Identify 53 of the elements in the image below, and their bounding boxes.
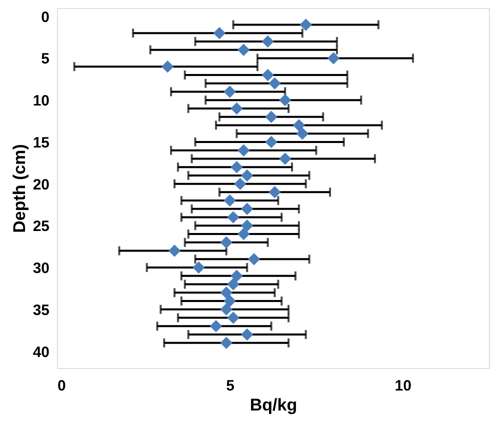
point bbox=[238, 44, 250, 56]
point bbox=[230, 102, 243, 115]
point bbox=[227, 312, 240, 324]
point bbox=[220, 286, 232, 299]
point bbox=[161, 60, 174, 73]
x-tick-label: 10 bbox=[394, 378, 412, 394]
point bbox=[265, 110, 278, 123]
y-tick-label: 15 bbox=[32, 134, 50, 152]
y-tick-label: 25 bbox=[32, 218, 50, 236]
point bbox=[238, 144, 250, 156]
y-tick-label: 30 bbox=[32, 260, 50, 278]
y-axis-title: Depth (cm) bbox=[10, 144, 29, 233]
point bbox=[220, 336, 232, 350]
point bbox=[227, 211, 240, 224]
y-tick-label: 5 bbox=[41, 50, 50, 68]
point bbox=[224, 194, 236, 207]
x-tick-label: 5 bbox=[226, 378, 234, 394]
point bbox=[227, 278, 240, 290]
y-tick-label: 40 bbox=[32, 344, 50, 361]
point bbox=[234, 178, 246, 190]
x-axis-title: Bq/kg bbox=[250, 396, 298, 414]
point bbox=[230, 160, 243, 174]
point bbox=[268, 77, 281, 90]
point bbox=[300, 18, 312, 31]
point bbox=[213, 26, 226, 40]
point bbox=[262, 35, 274, 48]
point bbox=[262, 68, 274, 82]
point bbox=[296, 127, 308, 140]
point bbox=[240, 169, 254, 182]
y-tick-label: 10 bbox=[32, 92, 50, 110]
point bbox=[210, 320, 222, 332]
point bbox=[278, 94, 292, 106]
point bbox=[220, 303, 232, 316]
point bbox=[168, 244, 181, 257]
point bbox=[327, 52, 340, 64]
point bbox=[240, 202, 254, 216]
point bbox=[238, 228, 250, 240]
point bbox=[240, 328, 254, 341]
point bbox=[278, 152, 292, 165]
point bbox=[292, 119, 306, 132]
y-tick-label: 35 bbox=[32, 302, 50, 319]
point bbox=[240, 220, 254, 232]
x-tick-label: 0 bbox=[58, 378, 66, 394]
point bbox=[268, 186, 281, 198]
point bbox=[248, 253, 260, 266]
point bbox=[220, 236, 232, 249]
point bbox=[192, 261, 205, 274]
point bbox=[265, 136, 278, 148]
point bbox=[230, 270, 243, 282]
point bbox=[224, 86, 236, 98]
y-tick-label: 20 bbox=[32, 176, 50, 194]
y-tick-label: 0 bbox=[41, 8, 50, 26]
point bbox=[224, 294, 236, 308]
